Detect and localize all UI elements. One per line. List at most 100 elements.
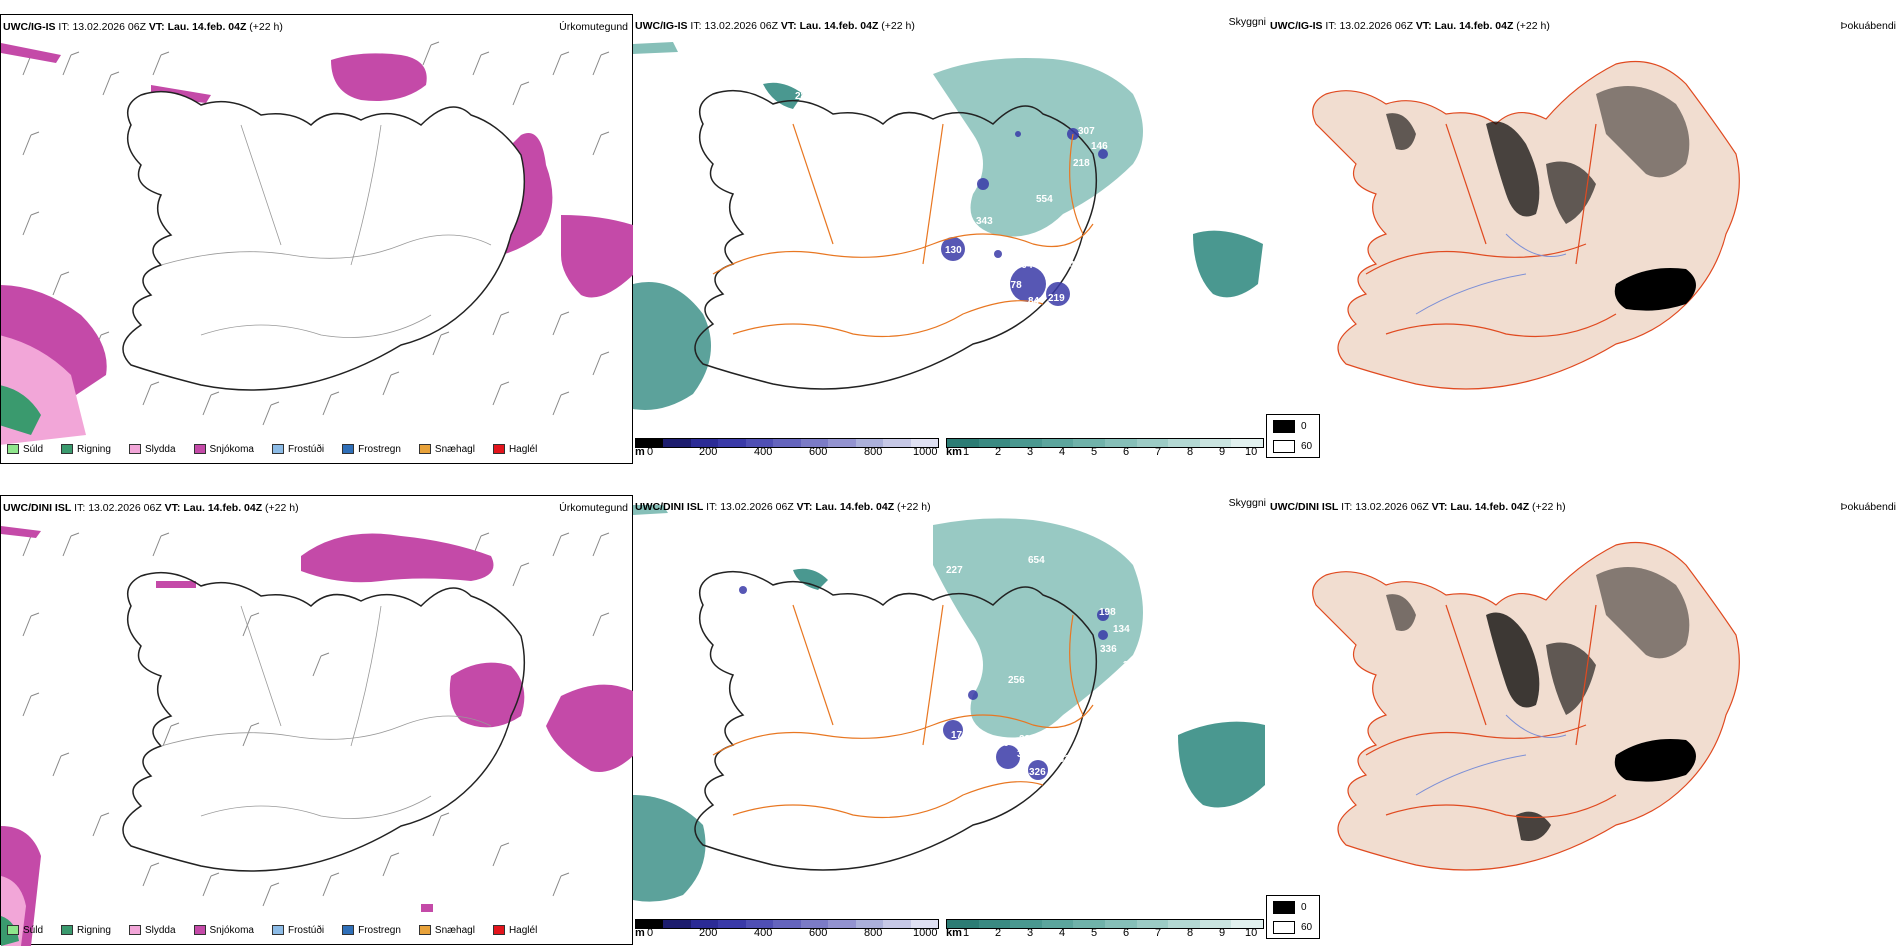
panel-title-bottom-fog: UWC/DINI ISL IT: 13.02.2026 06Z VT: Lau.… (1270, 501, 1566, 513)
legend-label: Slydda (144, 924, 176, 936)
snow-area-5 (546, 684, 633, 772)
iceland-outline (694, 89, 1098, 390)
ceiling-label: 130 (945, 245, 962, 256)
vt-label: VT: (1431, 501, 1448, 513)
visibility-tick: 10 (1245, 927, 1258, 939)
visibility-tick: 9 (1219, 927, 1226, 939)
precip-type-panel-top: UWC/IG-IS IT: 13.02.2026 06Z VT: Lau. 14… (0, 14, 633, 464)
legend-label: Snjókoma (209, 924, 254, 936)
fog-swatch-black (1273, 901, 1295, 914)
legend-label: Snæhagl (434, 443, 475, 455)
legend-item: Haglél (492, 925, 537, 936)
fog-panel-bottom: UWC/DINI ISL IT: 13.02.2026 06Z VT: Lau.… (1266, 495, 1900, 945)
visibility-tick: 8 (1187, 927, 1194, 939)
legend-item: Frostregn (342, 444, 401, 455)
visibility-tick: 9 (1219, 446, 1226, 458)
lead-time: (+22 h) (249, 21, 283, 33)
legend-label: Frostregn (358, 924, 401, 936)
iceland-outline (122, 571, 526, 872)
precip-type-panel-bottom: UWC/DINI ISL IT: 13.02.2026 06Z VT: Lau.… (0, 495, 633, 946)
legend-label: Súld (23, 924, 44, 936)
visibility-tick: 2 (995, 446, 1002, 458)
precip-legend-bottom: Súld Rigning Slydda Snjókoma Frostúði Fr… (7, 922, 537, 938)
ceiling-label: 28 (795, 91, 807, 102)
legend-item: Frostúði (271, 444, 324, 455)
it-value: 13.02.2026 06Z (1339, 20, 1413, 32)
ceiling-label: 349 (1123, 660, 1140, 671)
visibility-tick: 2 (995, 927, 1002, 939)
legend-swatch (342, 444, 355, 454)
legend-item: Snjókoma (193, 444, 254, 455)
legend-label: Súld (23, 443, 44, 455)
legend-swatch (418, 444, 431, 454)
panel-title-bottom-precip: UWC/DINI ISL IT: 13.02.2026 06Z VT: Lau.… (3, 502, 299, 514)
fog-legend-label: 0 (1301, 421, 1307, 432)
model-name: UWC/IG-IS (635, 20, 688, 32)
visibility-tick: 8 (1187, 446, 1194, 458)
snow-area-7 (386, 215, 633, 298)
fog-swatch-black (1273, 420, 1295, 433)
vt-label: VT: (148, 21, 165, 33)
visibility-colorbar-top (946, 438, 1264, 448)
legend-item: Súld (7, 444, 43, 455)
legend-swatch (271, 925, 284, 935)
visibility-tick: 1 (963, 927, 970, 939)
ceiling-label: 198 (1099, 607, 1116, 618)
legend-item: Súld (7, 925, 43, 936)
legend-label: Rigning (77, 443, 111, 455)
fog-map-bottom (1312, 541, 1740, 871)
ceiling-label: 227 (946, 565, 963, 576)
fog-panel-name: Þokuábendi (1840, 501, 1896, 513)
model-name: UWC/DINI ISL (1270, 501, 1339, 513)
model-name: UWC/DINI ISL (3, 502, 72, 514)
ceiling-label: 352 (1017, 749, 1034, 760)
vt-label: VT: (780, 20, 797, 32)
vt-label: VT: (796, 501, 813, 513)
fog-panel-top: UWC/IG-IS IT: 13.02.2026 06Z VT: Lau. 14… (1266, 14, 1900, 464)
cloudbase-tick: 400 (754, 927, 773, 939)
precip-map-bottom (1, 526, 633, 946)
visibility-tick: 7 (1155, 446, 1162, 458)
snow-area-1 (301, 533, 494, 583)
ceiling-map-bottom: 227 654 198 134 336 256 349 254 244 179 … (633, 505, 1265, 902)
visibility-area-sw (633, 795, 706, 902)
lead-time: (+22 h) (897, 501, 931, 513)
ceiling-panel-name: Skyggni (1228, 16, 1266, 28)
fog-legend-label: 0 (1301, 902, 1307, 913)
ceiling-label: 254 (1058, 260, 1075, 271)
legend-item: Rigning (61, 444, 111, 455)
roads (160, 124, 492, 338)
visibility-area-n (933, 58, 1143, 237)
snow-area-3 (1, 526, 41, 538)
lead-time: (+22 h) (1516, 20, 1550, 32)
model-name: UWC/IG-IS (1270, 20, 1323, 32)
cloudbase-tick: 1000 (913, 927, 938, 939)
ceiling-label: 307 (1078, 126, 1095, 137)
panel-title-top-ceiling: UWC/IG-IS IT: 13.02.2026 06Z VT: Lau. 14… (635, 20, 915, 32)
fog-legend-bottom: 0 60 (1266, 895, 1320, 939)
it-value: 13.02.2026 06Z (720, 501, 794, 513)
it-label: IT: (58, 21, 70, 33)
legend-label: Frostúði (287, 924, 325, 936)
visibility-unit: km (946, 446, 962, 458)
legend-item: Slydda (128, 444, 176, 455)
fog-legend-label: 60 (1301, 922, 1313, 933)
ceiling-label: 84 (1028, 296, 1040, 307)
it-value: 13.02.2026 06Z (704, 20, 778, 32)
it-label: IT: (706, 501, 718, 513)
cloudbase-tick: 200 (699, 446, 718, 458)
ceiling-label: 361 (1053, 754, 1070, 765)
fog-map-top (1312, 60, 1740, 390)
rain-area-1 (1, 385, 41, 435)
visibility-tick: 5 (1091, 446, 1098, 458)
vt-label: VT: (164, 502, 181, 514)
it-value: 13.02.2026 06Z (1355, 501, 1429, 513)
legend-swatch (342, 925, 355, 935)
visibility-colorbar-bottom (946, 919, 1264, 929)
visibility-tick: 4 (1059, 446, 1066, 458)
lead-time: (+22 h) (881, 20, 915, 32)
precip-map-top (1, 41, 633, 445)
snow-area-4 (449, 662, 525, 728)
cloudbase-tick: 800 (864, 927, 883, 939)
visibility-tick: 3 (1027, 927, 1034, 939)
